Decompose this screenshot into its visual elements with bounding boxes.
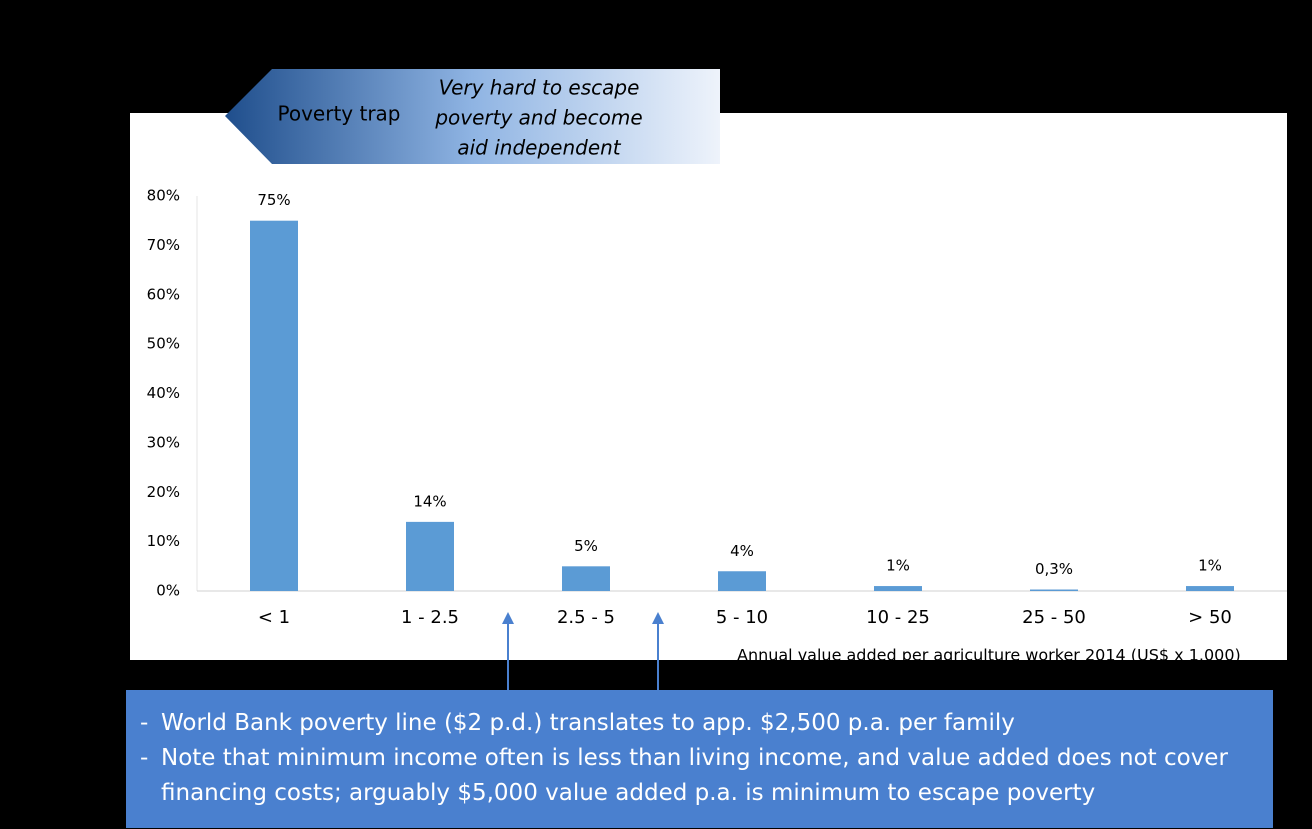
y-tick-label: 70% bbox=[147, 236, 180, 254]
bar bbox=[718, 571, 766, 591]
arrow-head bbox=[502, 612, 514, 624]
x-tick-label: < 1 bbox=[258, 607, 290, 628]
bar bbox=[1186, 586, 1234, 591]
banner bbox=[225, 69, 720, 164]
bar bbox=[562, 566, 610, 591]
x-tick-label: 2.5 - 5 bbox=[557, 607, 615, 628]
banner-right: poverty and become bbox=[434, 106, 642, 130]
data-label: 0,3% bbox=[1035, 560, 1073, 578]
data-label: 1% bbox=[1198, 557, 1222, 575]
y-tick-label: 40% bbox=[147, 384, 180, 402]
x-tick-label: 25 - 50 bbox=[1022, 607, 1086, 628]
x-tick-label: 10 - 25 bbox=[866, 607, 930, 628]
data-label: 14% bbox=[413, 492, 446, 510]
y-tick-label: 30% bbox=[147, 433, 180, 451]
y-tick-label: 50% bbox=[147, 335, 180, 353]
bar bbox=[874, 586, 922, 591]
note: Note that minimum income often is less t… bbox=[140, 741, 1253, 811]
data-label: 4% bbox=[730, 542, 754, 560]
banner-left: Poverty trap bbox=[278, 102, 401, 126]
note: World Bank poverty line ($2 p.d.) transl… bbox=[140, 706, 1253, 741]
bar bbox=[406, 521, 454, 591]
y-tick-label: 80% bbox=[147, 187, 180, 205]
y-tick-label: 20% bbox=[147, 483, 180, 501]
banner-right: aid independent bbox=[457, 136, 621, 160]
bar bbox=[1030, 589, 1078, 591]
y-tick-label: 0% bbox=[156, 582, 180, 600]
notes-box: World Bank poverty line ($2 p.d.) transl… bbox=[126, 690, 1273, 828]
x-axis-label: Annual value added per agriculture worke… bbox=[737, 646, 1241, 665]
arrow-head bbox=[652, 612, 664, 624]
y-tick-label: 60% bbox=[147, 285, 180, 303]
y-tick-label: 10% bbox=[147, 532, 180, 550]
data-label: 1% bbox=[886, 557, 910, 575]
bar bbox=[250, 220, 298, 591]
data-label: 75% bbox=[257, 191, 290, 209]
banner-right: Very hard to escape bbox=[439, 76, 640, 100]
plot-background bbox=[130, 113, 1287, 660]
data-label: 5% bbox=[574, 537, 598, 555]
x-tick-label: 1 - 2.5 bbox=[401, 607, 459, 628]
x-tick-label: > 50 bbox=[1188, 607, 1232, 628]
x-tick-label: 5 - 10 bbox=[716, 607, 768, 628]
